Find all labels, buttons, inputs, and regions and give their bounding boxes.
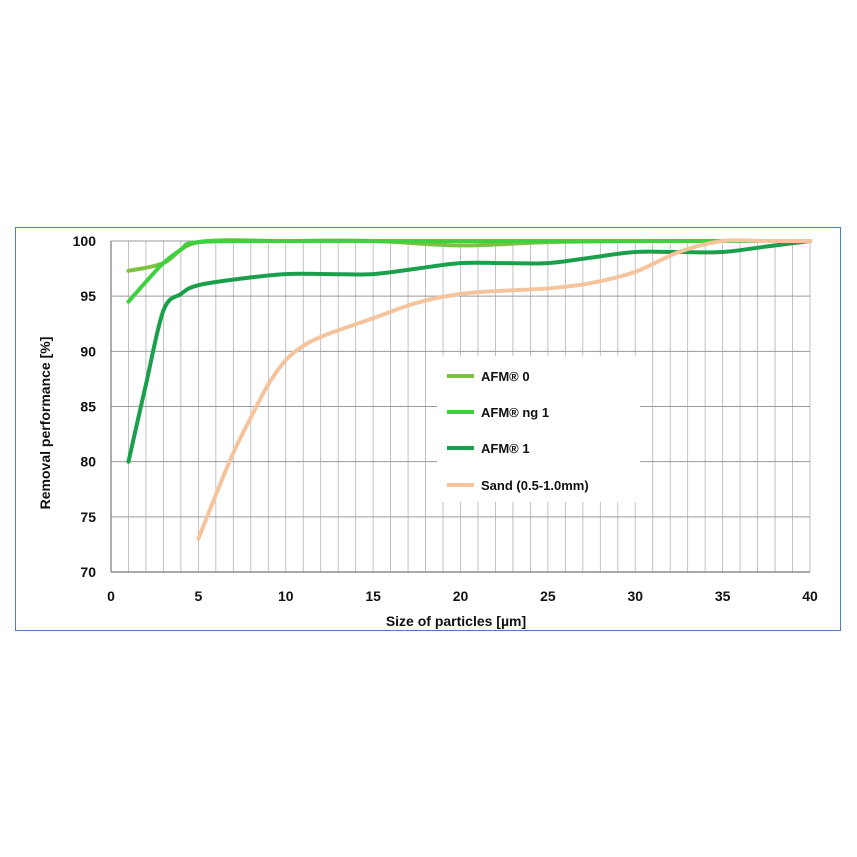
y-tick-label: 80 bbox=[80, 454, 96, 470]
y-tick-label: 95 bbox=[80, 288, 96, 304]
y-tick-label: 100 bbox=[73, 233, 97, 249]
legend-label: AFM® 1 bbox=[481, 441, 530, 456]
legend-box bbox=[437, 356, 640, 502]
series-line-afm-ng-1 bbox=[126, 238, 812, 304]
y-axis-title: Removal performance [%] bbox=[37, 337, 53, 510]
x-tick-label: 15 bbox=[365, 588, 381, 604]
y-tick-label: 75 bbox=[80, 509, 96, 525]
y-tick-label: 90 bbox=[80, 343, 96, 359]
series-lines bbox=[126, 238, 812, 541]
y-tick-label: 85 bbox=[80, 399, 96, 415]
y-tick-label: 70 bbox=[80, 564, 96, 580]
x-tick-label: 0 bbox=[107, 588, 115, 604]
x-tick-label: 25 bbox=[540, 588, 556, 604]
legend-label: AFM® 0 bbox=[481, 369, 530, 384]
x-tick-label: 20 bbox=[453, 588, 469, 604]
x-tick-label: 5 bbox=[194, 588, 202, 604]
legend: AFM® 0 AFM® ng 1 AFM® 1 Sand (0.5-1.0mm) bbox=[437, 356, 640, 502]
axes: 0 5 10 15 20 25 30 35 40 70 75 80 85 90 95 100 bbox=[73, 233, 818, 604]
legend-label: AFM® ng 1 bbox=[481, 405, 549, 420]
x-axis-title: Size of particles [µm] bbox=[386, 613, 526, 629]
x-tick-label: 40 bbox=[802, 588, 818, 604]
x-tick-label: 35 bbox=[715, 588, 731, 604]
x-tick-label: 30 bbox=[627, 588, 643, 604]
chart-frame: 0 5 10 15 20 25 30 35 40 70 75 80 85 90 95 100 AFM® 0 AF… bbox=[15, 227, 841, 631]
series-line-sand bbox=[196, 238, 812, 541]
x-tick-label: 10 bbox=[278, 588, 294, 604]
legend-label: Sand (0.5-1.0mm) bbox=[481, 478, 589, 493]
